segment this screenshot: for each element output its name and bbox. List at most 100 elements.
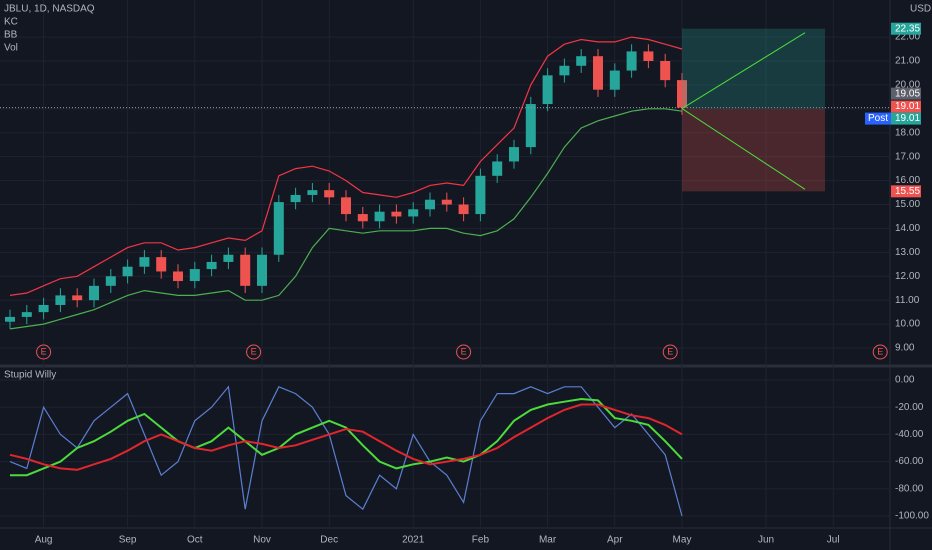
entry-label: 19.01 bbox=[895, 113, 920, 124]
earnings-icon bbox=[662, 344, 678, 360]
earnings-icon bbox=[36, 344, 52, 360]
stop-label: 15.55 bbox=[895, 186, 920, 197]
earnings-marker: E bbox=[461, 346, 467, 356]
candle-body bbox=[425, 199, 435, 210]
target-label-bg bbox=[891, 22, 921, 35]
candle-body bbox=[391, 211, 402, 217]
candle-body bbox=[257, 254, 267, 286]
y-tick-label: 18.00 bbox=[895, 127, 920, 138]
x-tick-label: Apr bbox=[607, 535, 623, 546]
y-tick-label: 12.00 bbox=[895, 271, 920, 282]
candle-body bbox=[290, 194, 301, 203]
candle-body bbox=[307, 190, 318, 195]
entry-label: 19.01 bbox=[895, 101, 920, 112]
post-bg bbox=[865, 112, 891, 125]
y-tick-label: 11.00 bbox=[895, 295, 920, 306]
candle-body bbox=[677, 80, 687, 108]
earnings-marker: E bbox=[41, 346, 47, 356]
candle-body bbox=[139, 257, 150, 267]
y-tick-label: 0.00 bbox=[895, 375, 915, 386]
profit-zone bbox=[682, 28, 825, 109]
candle-body bbox=[475, 175, 486, 215]
legend-item: Vol bbox=[4, 43, 18, 54]
y-tick-label: -20.00 bbox=[895, 402, 924, 413]
y-tick-label: 17.00 bbox=[895, 151, 920, 162]
legend-item: BB bbox=[4, 30, 18, 41]
band-line bbox=[9, 36, 683, 296]
legend-item: KC bbox=[4, 17, 18, 28]
candle-body bbox=[156, 257, 167, 272]
x-tick-label: Oct bbox=[187, 535, 203, 546]
candle-body bbox=[525, 104, 536, 148]
stop-label-bg bbox=[891, 185, 921, 198]
entry-label-bg bbox=[891, 100, 921, 113]
arrow bbox=[681, 108, 806, 190]
y-tick-label: 16.00 bbox=[895, 175, 920, 186]
candle-body bbox=[324, 190, 335, 198]
candle-body bbox=[38, 304, 49, 313]
x-tick-label: Jul bbox=[827, 535, 840, 546]
last-price-label: 19.05 bbox=[895, 88, 920, 99]
candle-body bbox=[492, 161, 503, 176]
x-tick-label: Dec bbox=[320, 535, 338, 546]
indicator-line bbox=[10, 397, 683, 477]
x-tick-label: Aug bbox=[35, 535, 53, 546]
y-tick-label: -100.00 bbox=[895, 511, 929, 522]
x-tick-label: Sep bbox=[119, 535, 137, 546]
post-label: Post bbox=[868, 113, 888, 124]
y-tick-label: 9.00 bbox=[895, 343, 915, 354]
candle-body bbox=[357, 214, 368, 222]
candle-body bbox=[509, 147, 519, 162]
x-tick-label: Jun bbox=[758, 535, 774, 546]
x-tick-label: Feb bbox=[472, 535, 490, 546]
y-tick-label: 21.00 bbox=[895, 56, 920, 67]
earnings-marker: E bbox=[251, 346, 257, 356]
last-price-label-bg bbox=[891, 87, 921, 100]
y-tick-label: 20.00 bbox=[895, 80, 920, 91]
earnings-icon bbox=[246, 344, 262, 360]
y-tick-label: -60.00 bbox=[895, 456, 924, 467]
candle-body bbox=[441, 199, 452, 205]
x-tick-label: Mar bbox=[539, 535, 557, 546]
candle-body bbox=[5, 316, 15, 322]
candle-body bbox=[643, 51, 654, 61]
y-tick-label: 15.00 bbox=[895, 199, 920, 210]
symbol-title: JBLU, 1D, NASDAQ bbox=[4, 4, 95, 15]
candle-body bbox=[341, 197, 351, 215]
band-line bbox=[9, 108, 683, 330]
candle-body bbox=[609, 70, 620, 90]
earnings-icon bbox=[872, 344, 888, 360]
earnings-marker: E bbox=[667, 346, 673, 356]
earnings-icon bbox=[456, 344, 472, 360]
candle-body bbox=[206, 261, 217, 270]
x-tick-label: 2021 bbox=[402, 535, 425, 546]
arrow bbox=[681, 32, 806, 110]
candle-body bbox=[458, 204, 469, 215]
candle-body bbox=[576, 56, 587, 66]
loss-zone bbox=[682, 108, 825, 192]
indicator-line bbox=[9, 385, 683, 517]
indicator-line bbox=[9, 403, 683, 471]
candle-body bbox=[626, 51, 637, 71]
y-tick-label: -40.00 bbox=[895, 429, 924, 440]
candle-body bbox=[105, 276, 116, 286]
y-tick-label: -80.00 bbox=[895, 483, 924, 494]
candle-body bbox=[122, 266, 133, 277]
candle-body bbox=[21, 312, 32, 317]
candle-body bbox=[89, 285, 99, 301]
y-tick-label: 10.00 bbox=[895, 319, 920, 330]
candle-body bbox=[559, 65, 570, 76]
candle-body bbox=[593, 56, 603, 90]
earnings-marker: E bbox=[877, 346, 883, 356]
candle-body bbox=[660, 60, 671, 81]
candle-body bbox=[223, 254, 234, 262]
candle-body bbox=[189, 269, 200, 282]
y-tick-label: 22.00 bbox=[895, 32, 920, 43]
candle-body bbox=[173, 271, 183, 282]
y-tick-label: 14.00 bbox=[895, 223, 920, 234]
y-tick-label: 13.00 bbox=[895, 247, 920, 258]
candle-body bbox=[273, 202, 284, 255]
candle-body bbox=[55, 295, 66, 305]
